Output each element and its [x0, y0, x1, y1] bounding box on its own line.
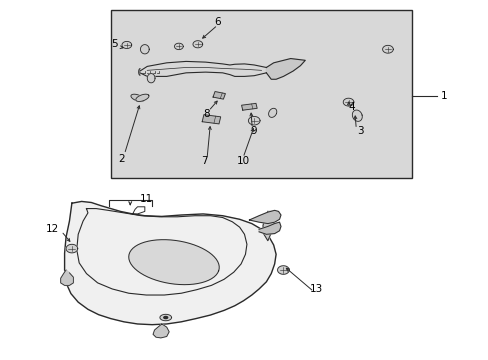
Polygon shape	[153, 324, 169, 338]
Text: 5: 5	[111, 39, 118, 49]
Text: 9: 9	[250, 126, 257, 136]
Polygon shape	[382, 45, 392, 53]
Polygon shape	[277, 266, 288, 274]
Text: 2: 2	[119, 154, 125, 163]
Polygon shape	[160, 314, 171, 321]
Polygon shape	[140, 45, 149, 54]
Polygon shape	[64, 202, 276, 325]
Text: 1: 1	[440, 91, 446, 101]
Text: 13: 13	[309, 284, 323, 294]
Polygon shape	[128, 240, 219, 285]
Polygon shape	[147, 73, 155, 83]
Text: 6: 6	[214, 17, 221, 27]
Polygon shape	[136, 94, 149, 102]
Text: 10: 10	[236, 157, 249, 166]
Polygon shape	[66, 244, 78, 253]
Text: 12: 12	[46, 224, 59, 234]
Polygon shape	[131, 94, 144, 102]
Polygon shape	[248, 116, 260, 125]
Polygon shape	[122, 41, 131, 49]
Polygon shape	[61, 270, 73, 285]
Polygon shape	[174, 43, 183, 50]
Polygon shape	[352, 110, 362, 121]
Text: 7: 7	[201, 157, 207, 166]
Polygon shape	[259, 222, 281, 234]
Text: 8: 8	[203, 109, 209, 119]
Polygon shape	[193, 41, 202, 48]
Text: 4: 4	[347, 102, 354, 112]
Polygon shape	[241, 103, 257, 110]
Polygon shape	[202, 115, 220, 124]
Polygon shape	[266, 59, 305, 79]
Polygon shape	[249, 210, 281, 224]
Polygon shape	[343, 98, 353, 106]
Polygon shape	[213, 91, 225, 99]
Bar	[111, 10, 411, 178]
Polygon shape	[268, 108, 276, 117]
Text: 11: 11	[140, 194, 153, 203]
Polygon shape	[163, 316, 167, 319]
Text: 3: 3	[356, 126, 363, 136]
Polygon shape	[263, 211, 274, 241]
